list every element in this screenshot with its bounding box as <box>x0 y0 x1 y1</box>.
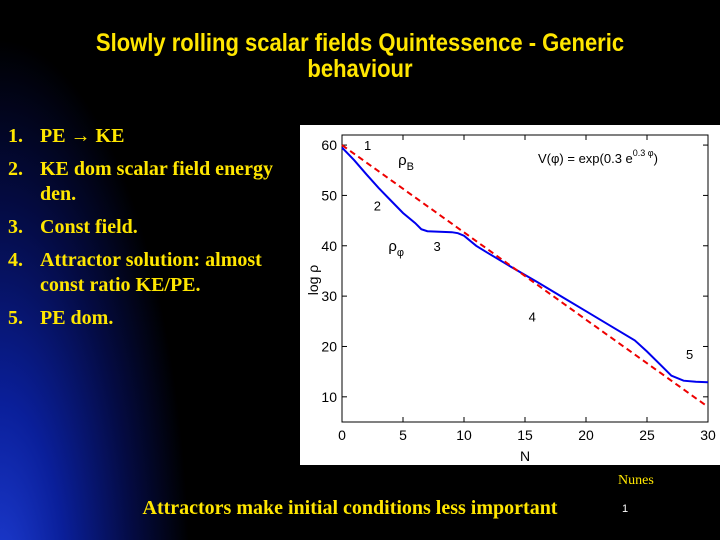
curve-label: ρB <box>398 152 414 173</box>
energy-density-chart: 0 5 10 15 20 25 30 10 20 30 40 50 60 1 2 3 4 5 ρB ρφ N log… <box>305 134 716 464</box>
x-tick-label: 5 <box>399 427 407 443</box>
x-tick-label: 20 <box>578 427 594 443</box>
list-item: 4. Attractor solution: almost const ratio… <box>8 248 293 298</box>
title-line-1: Slowly rolling scalar fields Quintessenc… <box>95 29 625 57</box>
credit-text: Nunes <box>618 473 654 488</box>
list-item: 1. PE → KE <box>8 124 293 149</box>
y-tick-label: 20 <box>321 338 337 354</box>
list-item: 2. KE dom scalar field energy den. <box>8 157 293 207</box>
page-number: 1 <box>622 503 629 515</box>
curve-label: ρφ <box>388 238 404 259</box>
x-tick-label: 25 <box>639 427 655 443</box>
item-text: Attractor solution: almost const ratio K… <box>40 249 262 296</box>
footer-text: Attractors make initial conditions less … <box>142 497 558 519</box>
item-number: 1. <box>8 125 23 147</box>
x-tick-label: 10 <box>456 427 472 443</box>
item-text: Const field. <box>40 216 138 238</box>
item-number: 4. <box>8 249 23 271</box>
bullet-list: 1. PE → KE 2. KE dom scalar field energy d… <box>8 124 293 339</box>
series-line-rho-b <box>341 144 709 408</box>
y-axis-label: log ρ <box>305 265 321 296</box>
y-tick-label: 60 <box>321 137 337 153</box>
y-tick-label: 50 <box>321 187 337 203</box>
y-tick-label: 30 <box>321 288 337 304</box>
chart-panel: 0 5 10 15 20 25 30 10 20 30 40 50 60 1 2 3 4 5 ρB ρφ N log… <box>300 125 720 465</box>
item-text: KE dom scalar field energy den. <box>40 158 273 205</box>
y-tick-label: 10 <box>321 389 337 405</box>
item-number: 2. <box>8 158 23 180</box>
item-number: 5. <box>8 307 23 329</box>
item-number: 3. <box>8 216 23 238</box>
x-tick-label: 30 <box>700 427 716 443</box>
x-axis-label: N <box>520 448 530 464</box>
title-line-2: behaviour <box>307 55 413 83</box>
region-label: 1 <box>364 138 371 153</box>
formula-label: V(φ) = exp(0.3 e0.3 φ) <box>538 148 658 166</box>
item-text: PE dom. <box>40 307 114 329</box>
x-tick-label: 0 <box>338 427 346 443</box>
region-label: 4 <box>529 309 536 324</box>
region-label: 3 <box>434 239 441 254</box>
list-item: 5. PE dom. <box>8 306 293 331</box>
region-label: 5 <box>686 347 693 362</box>
list-item: 3. Const field. <box>8 215 293 240</box>
y-tick-label: 40 <box>321 238 337 254</box>
series-line-rho-phi <box>341 146 709 384</box>
x-tick-label: 15 <box>517 427 533 443</box>
region-label: 2 <box>374 199 381 214</box>
item-text: PE → KE <box>40 125 125 147</box>
slide-title: Slowly rolling scalar fields Quintessenc… <box>61 30 659 82</box>
plot-frame <box>341 134 709 423</box>
